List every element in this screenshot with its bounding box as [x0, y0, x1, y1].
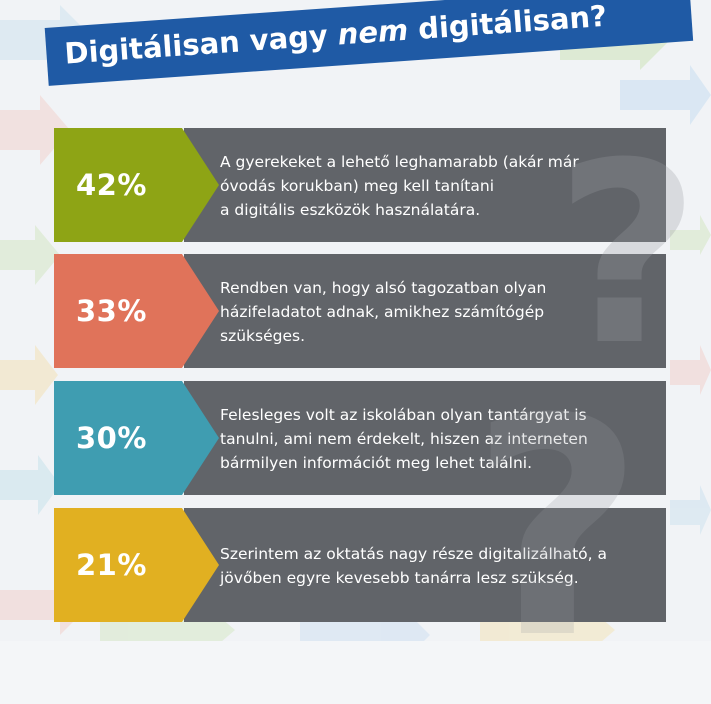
statement-text: Felesleges volt az iskolában olyan tantá…: [220, 406, 588, 472]
question-mark-decoration-bottom: ?: [470, 355, 645, 704]
percent-value: 21%: [76, 548, 147, 582]
badge-arrow-shape: [54, 254, 219, 368]
statement-text: Rendben van, hogy alsó tagozatban olyan …: [220, 279, 547, 345]
badge-arrow-shape: [54, 381, 219, 495]
title-emphasis: nem: [336, 12, 410, 52]
percent-badge: 30%: [54, 381, 244, 495]
badge-arrow-shape: [54, 128, 219, 242]
statement-panel: [184, 381, 666, 495]
percent-value: 33%: [76, 294, 147, 328]
percent-value: 30%: [76, 421, 147, 455]
percent-badge: 21%: [54, 508, 244, 622]
percent-badge: 42%: [54, 128, 244, 242]
percent-value: 42%: [76, 168, 147, 202]
badge-arrow-shape: [54, 508, 219, 622]
stat-row-2: 33% Rendben van, hogy alsó tagozatban ol…: [54, 254, 666, 368]
question-mark-decoration-top: ?: [555, 109, 701, 400]
percent-badge: 33%: [54, 254, 244, 368]
stat-row-1: 42% A gyerekeket a lehető leghamarabb (a…: [54, 128, 666, 242]
statement-panel: [184, 128, 666, 242]
statement-panel: [184, 508, 666, 622]
stat-row-3: 30% Felesleges volt az iskolában olyan t…: [54, 381, 666, 495]
stat-row-4: 21% Szerintem az oktatás nagy része digi…: [54, 508, 666, 622]
statement-panel: [184, 254, 666, 368]
statement-text: A gyerekeket a lehető leghamarabb (akár …: [220, 153, 579, 219]
statement-text: Szerintem az oktatás nagy része digitali…: [220, 545, 607, 587]
